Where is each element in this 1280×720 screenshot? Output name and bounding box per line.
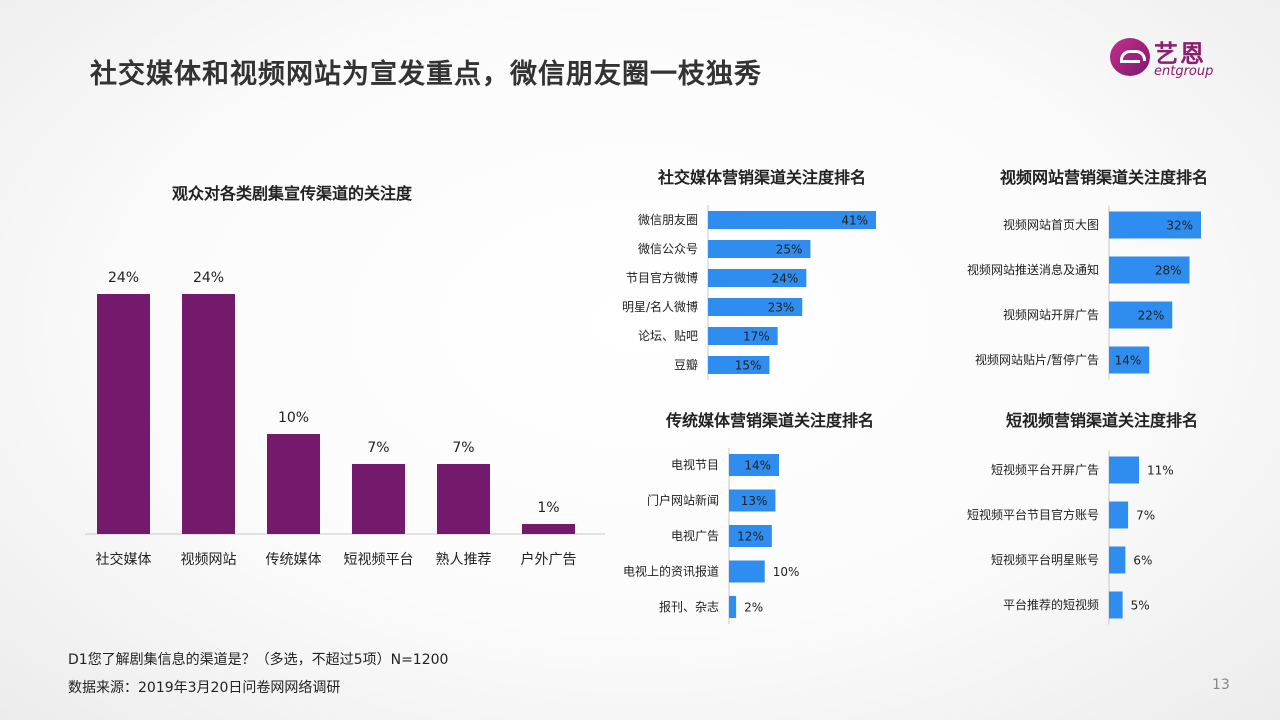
rank-bar [1109,546,1126,574]
rank-bar [708,298,803,316]
main-bar-value-label: 7% [452,440,474,456]
entgroup-logo: 艺恩 entgroup [1110,34,1240,84]
rank-bar [708,240,811,258]
rank-category-label: 视频网站开屏广告 [1003,307,1099,322]
main-category-label: 熟人推荐 [436,552,492,568]
logo-text-cn: 艺恩 [1154,40,1206,68]
rank-value-label: 5% [1131,599,1150,613]
rank-category-label: 豆瓣 [674,358,698,372]
main-bar-value-label: 1% [537,500,559,516]
logo-mark-icon [1110,38,1150,76]
rank-value-label: 15% [735,359,762,373]
main-bar-value-label: 24% [193,270,224,286]
rank-value-label: 17% [743,330,770,344]
rank-value-label: 22% [1138,309,1165,323]
rank-bar [729,489,776,512]
rank-value-label: 23% [768,301,795,315]
data-source-note: 数据来源：2019年3月20日问卷网网络调研 [68,680,341,696]
rank-bar [1109,256,1190,284]
main-bar [522,524,575,534]
social-chart-title: 社交媒体营销渠道关注度排名 [658,168,867,187]
rank-bar [708,211,876,229]
rank-bar [1109,591,1123,619]
rank-bar [1109,211,1201,239]
rank-bar [708,327,778,345]
rank-bar [729,596,737,618]
main-bar-value-label: 10% [278,410,309,426]
rank-category-label: 电视上的资讯报道 [623,564,719,579]
rank-category-label: 平台推荐的短视频 [1003,597,1099,612]
main-bar [97,294,150,534]
rank-value-label: 28% [1155,264,1182,278]
main-chart: 24% 社交媒体 24% 视频网站 10% 传统媒体 7% 短视频平台 7% 熟人推荐 1% 户外广告 [85,270,605,568]
main-bar [182,294,235,534]
rank-category-label: 视频网站推送消息及通知 [967,262,1099,277]
rank-bar [1109,346,1150,374]
logo-text-en: entgroup [1154,64,1214,79]
main-category-label: 视频网站 [181,552,237,568]
main-bar [437,464,490,534]
rank-value-label: 7% [1136,509,1155,523]
rank-category-label: 电视广告 [671,528,719,543]
short-video-chart-title: 短视频营销渠道关注度排名 [1006,411,1199,430]
traditional-chart: 电视节目 14% 门户网站新闻 13% 电视广告 12% 电视上的资讯报道 10% 报刊、杂志 2… [623,448,800,624]
rank-bar [729,525,772,547]
rank-bar [1109,501,1129,529]
video-chart-title: 视频网站营销渠道关注度排名 [1000,168,1209,187]
rank-category-label: 视频网站贴片/暂停广告 [975,352,1099,367]
rank-category-label: 论坛、贴吧 [638,329,698,343]
rank-category-label: 短视频平台开屏广告 [991,462,1099,477]
main-chart-title: 观众对各类剧集宣传渠道的关注度 [172,184,413,203]
rank-bar [708,356,770,374]
rank-value-label: 41% [841,214,868,228]
page-title: 社交媒体和视频网站为宣发重点，微信朋友圈一枝独秀 [90,59,762,90]
rank-value-label: 32% [1166,219,1193,233]
rank-category-label: 明星/名人微博 [622,299,698,314]
rank-value-label: 14% [1115,354,1142,368]
main-bar [352,464,405,534]
main-category-label: 社交媒体 [96,551,152,568]
rank-value-label: 25% [776,243,803,257]
rank-category-label: 节目官方微博 [626,270,698,285]
main-bar-value-label: 24% [108,270,139,286]
rank-value-label: 14% [744,459,771,473]
rank-category-label: 微信朋友圈 [638,213,698,227]
rank-value-label: 12% [737,530,764,544]
rank-category-label: 报刊、杂志 [659,599,719,614]
rank-value-label: 11% [1147,464,1174,478]
video-chart: 视频网站首页大图 32% 视频网站推送消息及通知 28% 视频网站开屏广告 22% 视频网站… [967,205,1201,380]
rank-bar [1109,301,1173,329]
short-video-chart: 短视频平台开屏广告 11% 短视频平台节目官方账号 7% 短视频平台明星账号 6% 平台推荐… [967,450,1174,625]
rank-category-label: 电视节目 [671,457,719,472]
rank-value-label: 13% [741,494,768,508]
rank-bar [729,454,779,476]
rank-category-label: 视频网站首页大图 [1003,217,1099,232]
rank-category-label: 微信公众号 [638,242,698,256]
rank-bar [729,560,765,583]
rank-category-label: 短视频平台明星账号 [991,552,1099,567]
main-category-label: 户外广告 [521,551,577,568]
main-bar-value-label: 7% [367,440,389,456]
page-number: 13 [1212,677,1230,693]
social-chart: 微信朋友圈 41% 微信公众号 25% 节目官方微博 24% 明星/名人微博 23% 论坛、贴吧… [622,205,876,380]
rank-category-label: 短视频平台节目官方账号 [967,507,1099,522]
main-category-label: 传统媒体 [266,552,322,568]
rank-value-label: 2% [744,601,763,615]
main-bar [267,434,320,534]
rank-bar [1109,456,1139,484]
rank-value-label: 6% [1133,554,1152,568]
rank-value-label: 10% [773,565,800,579]
survey-question-note: D1您了解剧集信息的渠道是？（多选，不超过5项）N=1200 [68,652,449,668]
main-category-label: 短视频平台 [344,552,414,568]
rank-bar [708,269,807,287]
traditional-chart-title: 传统媒体营销渠道关注度排名 [666,411,875,430]
rank-category-label: 门户网站新闻 [647,493,719,508]
rank-value-label: 24% [772,272,799,286]
